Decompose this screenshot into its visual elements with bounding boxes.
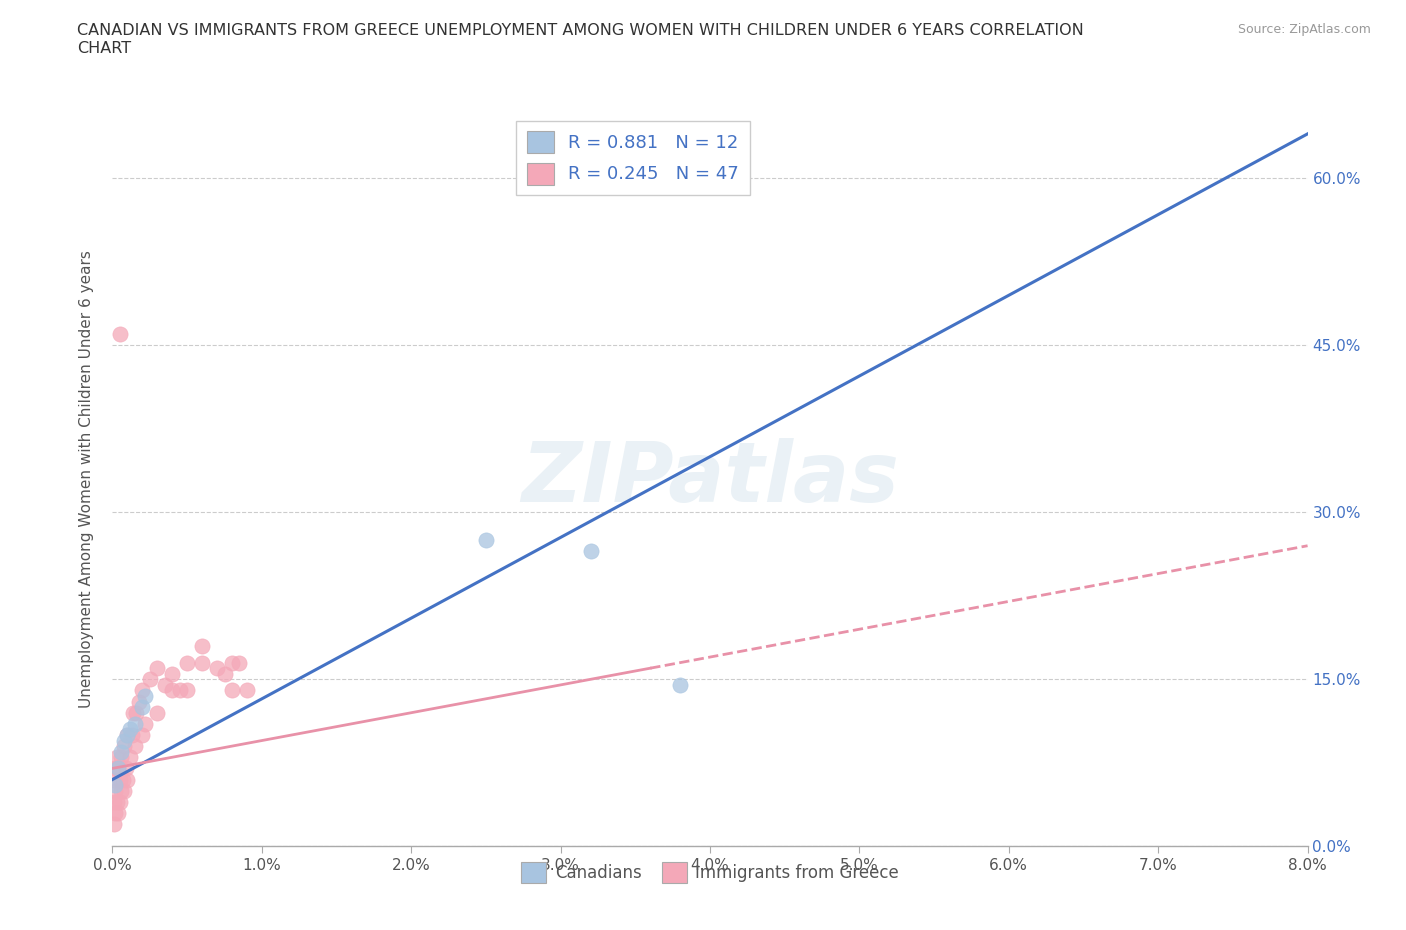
Point (120, 722, 142, 737)
Point (128, 694, 150, 709)
Point (117, 727, 139, 742)
Point (669, 677, 692, 692)
Point (105, 794, 128, 809)
Point (110, 744, 132, 759)
Point (191, 655, 214, 670)
Point (134, 688, 156, 703)
Point (131, 699, 153, 714)
Point (104, 805, 127, 820)
Point (115, 761, 138, 776)
Point (153, 677, 176, 692)
Point (114, 733, 135, 748)
Point (105, 750, 128, 764)
Point (176, 683, 198, 698)
Point (169, 683, 191, 698)
Point (103, 772, 125, 787)
Text: Source: ZipAtlas.com: Source: ZipAtlas.com (1237, 23, 1371, 36)
Point (146, 705, 169, 720)
Point (110, 783, 132, 798)
Point (104, 783, 127, 798)
Point (214, 666, 236, 681)
Point (114, 738, 135, 753)
Point (114, 783, 135, 798)
Point (162, 666, 183, 681)
Point (131, 727, 153, 742)
Point (117, 772, 139, 787)
Point (108, 794, 131, 809)
Point (228, 655, 250, 670)
Point (107, 761, 129, 776)
Point (104, 777, 127, 792)
Point (121, 727, 143, 742)
Point (162, 683, 183, 698)
Point (191, 639, 214, 654)
Text: CANADIAN VS IMMIGRANTS FROM GREECE UNEMPLOYMENT AMONG WOMEN WITH CHILDREN UNDER : CANADIAN VS IMMIGRANTS FROM GREECE UNEMP… (77, 23, 1084, 56)
Point (579, 544, 602, 559)
Point (131, 683, 153, 698)
Point (122, 705, 145, 720)
Point (108, 326, 131, 341)
Point (205, 660, 228, 675)
Point (107, 805, 129, 820)
Point (139, 671, 162, 686)
Point (134, 716, 156, 731)
Point (104, 761, 127, 776)
Point (221, 655, 243, 670)
Point (176, 655, 198, 670)
Point (146, 660, 169, 675)
Point (111, 772, 134, 787)
Point (120, 750, 142, 764)
Point (125, 705, 148, 720)
Point (108, 772, 131, 787)
Point (236, 683, 259, 698)
Point (117, 727, 139, 742)
Point (124, 738, 146, 753)
Point (103, 817, 125, 831)
Point (110, 750, 132, 764)
Point (475, 533, 498, 548)
Point (124, 716, 146, 731)
Text: ZIPatlas: ZIPatlas (522, 438, 898, 520)
Legend: Canadians, Immigrants from Greece: Canadians, Immigrants from Greece (515, 856, 905, 889)
Point (107, 761, 129, 776)
Point (221, 683, 243, 698)
Y-axis label: Unemployment Among Women with Children Under 6 years: Unemployment Among Women with Children U… (79, 250, 94, 708)
Point (103, 794, 125, 809)
